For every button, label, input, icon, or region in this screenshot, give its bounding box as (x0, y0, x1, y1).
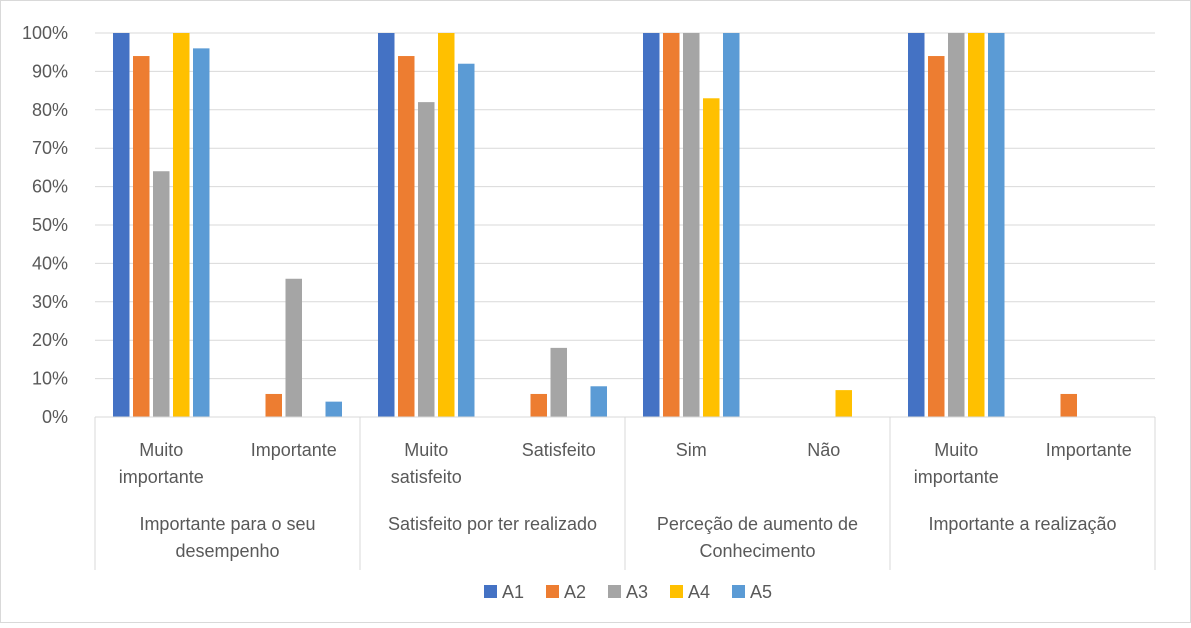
legend-label: A1 (502, 582, 524, 602)
bar-a1 (113, 33, 130, 417)
x-tick-label: Importante (1046, 440, 1132, 460)
bar-a5 (723, 33, 740, 417)
bar-a4 (835, 390, 852, 417)
bar-a4 (173, 33, 190, 417)
y-tick-label: 40% (32, 253, 68, 273)
legend-item: A2 (546, 582, 586, 602)
bar-a2 (398, 56, 415, 417)
bar-a2 (1060, 393, 1077, 417)
bar-a4 (703, 98, 720, 417)
legend-swatch (546, 585, 559, 598)
bar-a1 (643, 33, 660, 417)
x-tick-label: Sim (676, 440, 707, 460)
x-tick-label: Não (807, 440, 840, 460)
bar-a2 (133, 56, 150, 417)
bar-a3 (683, 33, 700, 417)
x-tick-label: Muito satisfeito (391, 440, 462, 487)
bars (113, 33, 1077, 418)
x-tick-label: Importante (251, 440, 337, 460)
legend-item: A1 (484, 582, 524, 602)
bar-a5 (590, 386, 607, 417)
y-tick-label: 50% (32, 215, 68, 235)
bar-a2 (530, 393, 547, 417)
y-tick-label: 80% (32, 100, 68, 120)
legend-swatch (670, 585, 683, 598)
bar-a1 (908, 33, 925, 417)
bar-a3 (153, 171, 170, 417)
legend-swatch (608, 585, 621, 598)
y-tick-label: 0% (42, 407, 68, 427)
bar-a2 (928, 56, 945, 417)
bar-a5 (988, 33, 1005, 417)
bar-a5 (458, 63, 475, 417)
legend-label: A4 (688, 582, 710, 602)
legend-label: A5 (750, 582, 772, 602)
y-tick-label: 90% (32, 61, 68, 81)
bar-a5 (193, 48, 210, 418)
legend-swatch (484, 585, 497, 598)
bar-a3 (285, 278, 302, 417)
x-group-label: Perceção de aumento de Conhecimento (657, 514, 858, 561)
legend-item: A4 (670, 582, 710, 602)
y-tick-label: 20% (32, 330, 68, 350)
bar-a3 (948, 33, 965, 417)
bar-a1 (378, 33, 395, 417)
legend-item: A3 (608, 582, 648, 602)
x-tick-label: Muito importante (119, 440, 204, 487)
y-tick-label: 100% (22, 23, 68, 43)
bar-a4 (968, 33, 985, 417)
legend-item: A5 (732, 582, 772, 602)
x-tick-label: Muito importante (914, 440, 999, 487)
legend-label: A3 (626, 582, 648, 602)
bar-a2 (663, 33, 680, 417)
y-axis-tick-labels: 0% 10% 20% 30% 40% 50% 60% 70% 80% 90% 100% (22, 23, 68, 427)
x-group-label: Importante a realização (928, 514, 1116, 534)
y-tick-label: 10% (32, 369, 68, 389)
x-group-label: Importante para o seu desempenho (139, 514, 315, 561)
y-tick-label: 70% (32, 138, 68, 158)
legend-label: A2 (564, 582, 586, 602)
x-tick-label: Satisfeito (522, 440, 596, 460)
legend: A1 A2 A3 A4 A5 (484, 582, 772, 602)
x-group-label: Satisfeito por ter realizado (388, 514, 597, 534)
bar-a4 (438, 33, 455, 417)
bar-a3 (550, 347, 567, 417)
bar-a2 (265, 393, 282, 417)
legend-swatch (732, 585, 745, 598)
bar-a3 (418, 102, 435, 418)
bar-a5 (325, 401, 342, 417)
x-axis: Muito importante Importante Muito satisfeito… (94, 416, 1156, 570)
y-tick-label: 30% (32, 292, 68, 312)
y-tick-label: 60% (32, 177, 68, 197)
